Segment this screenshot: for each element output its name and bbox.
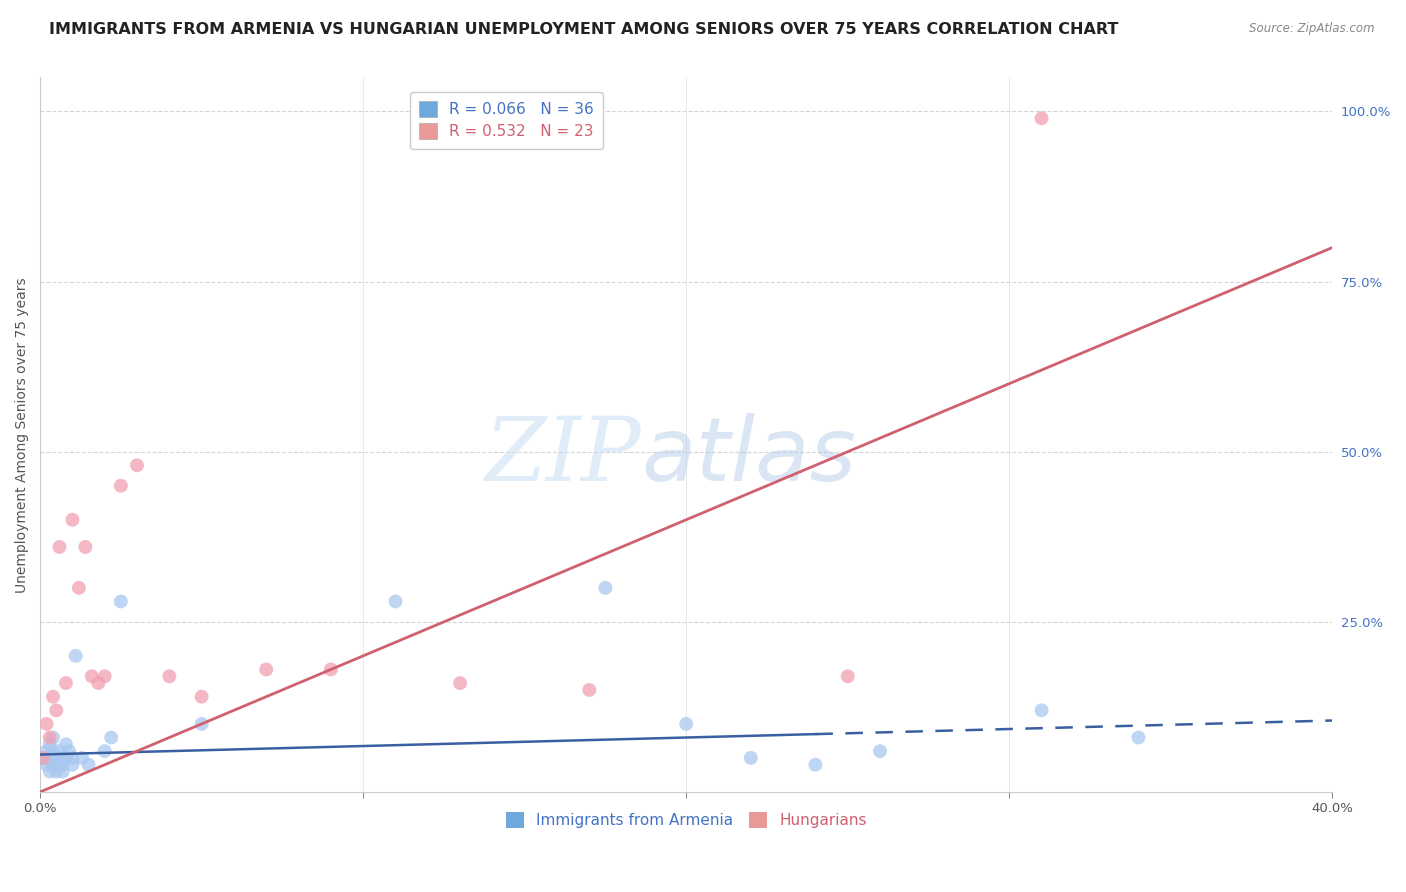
- Point: [190, 717, 212, 731]
- Point: [55, 751, 77, 765]
- Point: [38, 731, 60, 745]
- Point: [67, 581, 90, 595]
- Point: [1128, 731, 1150, 745]
- Point: [837, 669, 859, 683]
- Point: [384, 594, 406, 608]
- Point: [157, 669, 180, 683]
- Point: [48, 757, 70, 772]
- Point: [35, 717, 58, 731]
- Point: [675, 717, 697, 731]
- Point: [87, 676, 110, 690]
- Point: [45, 764, 67, 779]
- Point: [42, 744, 65, 758]
- Legend: Immigrants from Armenia, Hungarians: Immigrants from Armenia, Hungarians: [499, 806, 873, 834]
- Point: [35, 757, 58, 772]
- Point: [1031, 112, 1053, 126]
- Point: [190, 690, 212, 704]
- Text: Source: ZipAtlas.com: Source: ZipAtlas.com: [1250, 22, 1375, 36]
- Text: atlas: atlas: [641, 413, 856, 500]
- Point: [93, 669, 115, 683]
- Point: [42, 731, 65, 745]
- Point: [319, 663, 342, 677]
- Point: [93, 744, 115, 758]
- Point: [52, 764, 75, 779]
- Point: [804, 757, 827, 772]
- Point: [48, 540, 70, 554]
- Point: [48, 744, 70, 758]
- Point: [45, 751, 67, 765]
- Point: [254, 663, 277, 677]
- Point: [1031, 703, 1053, 717]
- Point: [77, 757, 100, 772]
- Point: [32, 751, 55, 765]
- Point: [55, 737, 77, 751]
- Point: [110, 594, 132, 608]
- Point: [70, 751, 93, 765]
- Point: [100, 731, 122, 745]
- Point: [125, 458, 148, 473]
- Point: [595, 581, 617, 595]
- Y-axis label: Unemployment Among Seniors over 75 years: Unemployment Among Seniors over 75 years: [15, 277, 30, 592]
- Point: [578, 682, 600, 697]
- Point: [75, 540, 97, 554]
- Point: [62, 513, 84, 527]
- Text: IMMIGRANTS FROM ARMENIA VS HUNGARIAN UNEMPLOYMENT AMONG SENIORS OVER 75 YEARS CO: IMMIGRANTS FROM ARMENIA VS HUNGARIAN UNE…: [49, 22, 1119, 37]
- Point: [38, 764, 60, 779]
- Point: [449, 676, 471, 690]
- Point: [80, 669, 103, 683]
- Point: [42, 690, 65, 704]
- Point: [35, 744, 58, 758]
- Point: [869, 744, 891, 758]
- Point: [45, 703, 67, 717]
- Point: [110, 479, 132, 493]
- Point: [38, 737, 60, 751]
- Point: [42, 757, 65, 772]
- Point: [48, 751, 70, 765]
- Point: [38, 751, 60, 765]
- Point: [58, 744, 80, 758]
- Text: ZIP: ZIP: [484, 413, 641, 500]
- Point: [32, 751, 55, 765]
- Point: [65, 648, 87, 663]
- Point: [62, 757, 84, 772]
- Point: [52, 757, 75, 772]
- Point: [55, 676, 77, 690]
- Point: [740, 751, 762, 765]
- Point: [62, 751, 84, 765]
